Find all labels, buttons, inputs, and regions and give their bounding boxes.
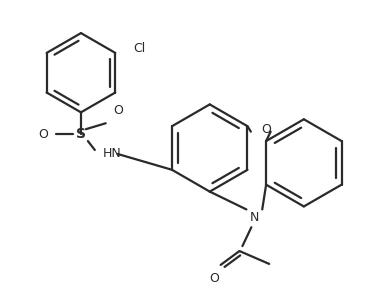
Text: O: O — [209, 272, 219, 285]
Text: N: N — [250, 211, 259, 224]
Text: O: O — [38, 128, 48, 141]
Text: O: O — [261, 123, 270, 136]
Text: O: O — [114, 104, 123, 117]
Text: S: S — [76, 127, 86, 141]
Text: Cl: Cl — [133, 42, 145, 56]
Text: HN: HN — [103, 147, 122, 160]
